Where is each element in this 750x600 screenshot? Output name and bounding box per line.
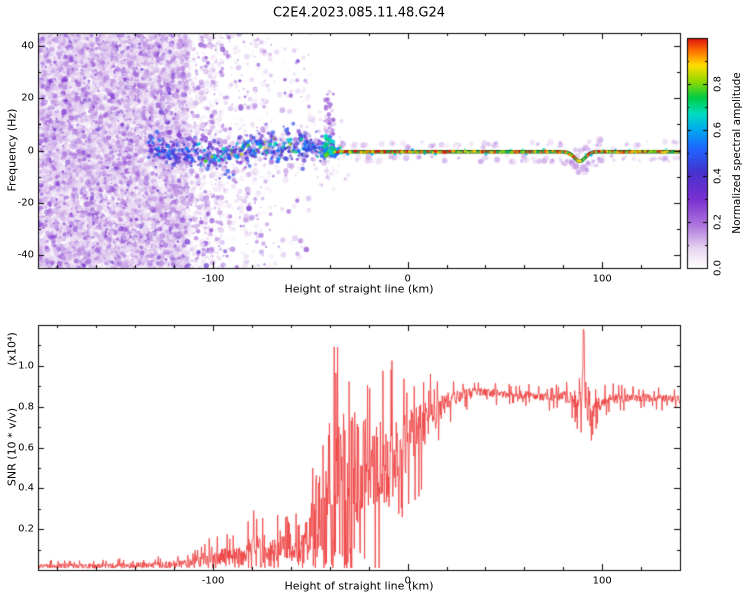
bottom-y-axis-scale: (x10⁴) xyxy=(5,332,19,366)
top-y-tick-label: -40 xyxy=(17,249,34,261)
colorbar-tick-label: 0.0 xyxy=(712,260,724,276)
colorbar-tick-label: 0.2 xyxy=(712,214,724,230)
bottom-x-tick-label: -100 xyxy=(201,575,225,587)
bottom-y-tick-label: 0.6 xyxy=(18,442,34,453)
bottom-x-tick-label: 100 xyxy=(592,575,612,587)
top-y-tick-label: 40 xyxy=(21,40,34,52)
colorbar-tick-label: 0.8 xyxy=(712,76,724,92)
top-x-tick-label: -100 xyxy=(201,273,225,285)
bottom-x-axis-label: Height of straight line (km) xyxy=(284,579,434,593)
bottom-y-tick-label: 0.8 xyxy=(18,401,34,413)
bottom-y-tick-label: 0.2 xyxy=(18,523,34,535)
bottom-x-tick-label: 0 xyxy=(404,575,411,587)
top-y-axis-label: Frequency (Hz) xyxy=(5,108,19,192)
colorbar-tick-label: 0.4 xyxy=(712,168,724,184)
top-x-axis-label: Height of straight line (km) xyxy=(284,282,434,296)
top-y-tick-label: 0 xyxy=(27,145,34,156)
top-y-tick-label: -20 xyxy=(17,197,34,209)
figure-title: C2E4.2023.085.11.48.G24 xyxy=(272,5,446,21)
top-x-tick-label: 100 xyxy=(592,273,612,285)
top-y-tick-label: 20 xyxy=(21,92,34,104)
bottom-y-tick-label: 0.4 xyxy=(18,482,34,494)
colorbar-tick-label: 0.6 xyxy=(712,122,724,138)
top-x-tick-label: 0 xyxy=(404,273,411,285)
bottom-y-tick-label: 1.0 xyxy=(18,360,34,372)
bottom-y-axis-label: SNR (10 * v/v) xyxy=(5,407,19,487)
colorbar-label: Normalized spectral amplitude xyxy=(731,72,743,234)
